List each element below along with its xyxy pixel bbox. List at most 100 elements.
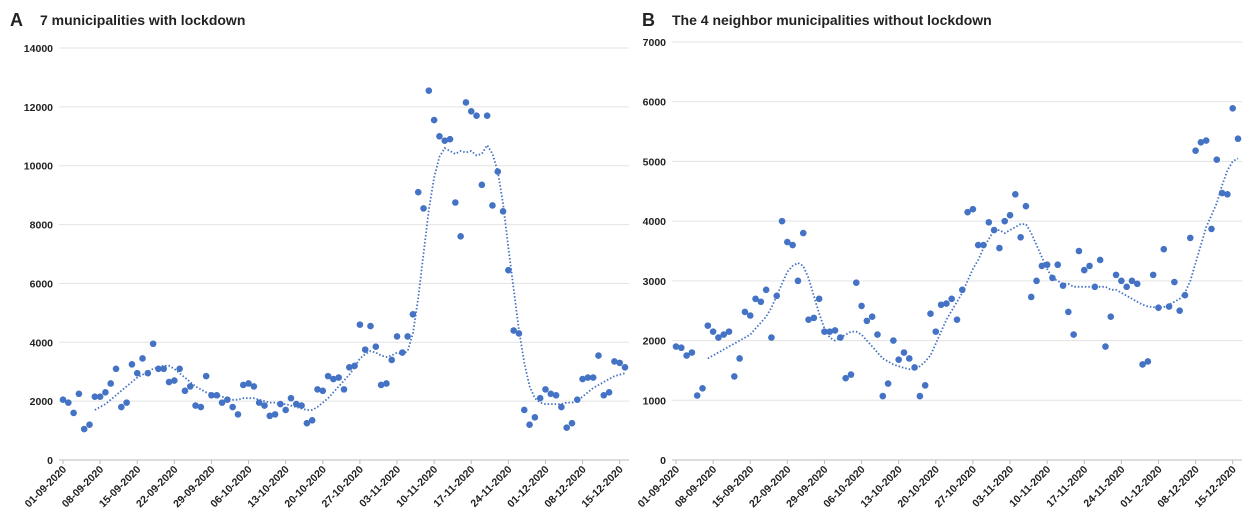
data-point [1213, 156, 1221, 163]
data-point [367, 322, 374, 330]
chart-title: 7 municipalities with lockdown [40, 12, 245, 28]
data-point [520, 406, 528, 414]
data-point [547, 390, 555, 398]
data-point [890, 337, 897, 344]
data-point [1070, 331, 1077, 338]
data-point [441, 137, 449, 144]
data-point [1102, 343, 1109, 350]
data-point [621, 364, 629, 371]
data-point [589, 374, 597, 381]
data-point [762, 286, 770, 294]
data-point [805, 316, 812, 323]
y-tick-label: 12000 [24, 102, 53, 114]
data-point [1123, 283, 1130, 291]
data-point [483, 112, 491, 119]
data-point [505, 266, 512, 274]
data-point [197, 403, 205, 411]
data-point [473, 112, 480, 119]
data-point [144, 369, 152, 377]
data-point [330, 375, 337, 383]
data-point [510, 327, 517, 334]
data-point [584, 374, 592, 381]
data-point [1208, 225, 1215, 233]
data-point [943, 300, 950, 307]
data-point [436, 132, 443, 140]
y-tick-label: 1000 [643, 395, 667, 407]
data-point [1149, 271, 1157, 279]
y-tick-label: 14000 [24, 43, 53, 55]
data-point [96, 393, 104, 401]
data-point [731, 373, 738, 380]
data-point [757, 298, 765, 306]
data-point [112, 365, 120, 373]
data-point [895, 356, 902, 363]
data-point [462, 99, 470, 106]
data-point [741, 308, 749, 316]
data-point [879, 392, 887, 400]
y-tick-label: 6000 [30, 278, 54, 290]
data-point [319, 387, 327, 395]
data-point [1075, 247, 1083, 255]
data-point [964, 208, 971, 216]
data-point [536, 394, 544, 402]
data-point [1192, 147, 1199, 154]
data-point [1171, 278, 1178, 286]
data-point [123, 399, 130, 406]
data-point [261, 402, 268, 409]
data-point [102, 389, 109, 396]
data-point [1234, 135, 1242, 143]
data-point [118, 403, 125, 411]
data-point [1224, 190, 1231, 198]
data-point [1229, 104, 1236, 112]
data-point [1128, 277, 1136, 285]
data-point [234, 411, 242, 418]
data-point [239, 381, 247, 389]
data-point [1086, 262, 1093, 270]
data-point [542, 386, 549, 393]
data-point [155, 365, 162, 373]
data-point [678, 344, 685, 352]
data-point [985, 219, 993, 226]
y-tick-label: 0 [660, 455, 666, 467]
data-point [874, 331, 881, 338]
data-point [308, 416, 316, 424]
data-point [815, 295, 823, 303]
data-point [605, 389, 613, 396]
data-point [149, 340, 157, 348]
data-point [478, 181, 486, 189]
data-point [176, 365, 183, 373]
data-point [927, 310, 934, 318]
data-point [1107, 313, 1115, 320]
data-point [1202, 137, 1210, 144]
data-point [314, 386, 321, 393]
data-point [383, 380, 390, 387]
data-point [563, 424, 570, 431]
data-point [842, 374, 849, 382]
data-point [181, 387, 189, 395]
y-tick-label: 0 [47, 455, 53, 467]
y-tick-label: 8000 [30, 220, 54, 232]
data-point [1022, 202, 1030, 210]
data-point [531, 414, 539, 421]
data-point [1001, 217, 1009, 225]
data-point [192, 402, 199, 409]
data-point [1155, 304, 1162, 312]
data-point [773, 292, 781, 300]
data-point [1176, 307, 1183, 315]
data-point [250, 383, 258, 390]
data-point [457, 233, 464, 240]
data-point [1054, 261, 1062, 269]
data-point [80, 425, 88, 433]
trend-line [707, 157, 1239, 371]
data-point [1197, 139, 1205, 146]
data-point [229, 403, 236, 411]
data-point [611, 358, 618, 365]
data-point [303, 419, 311, 427]
data-point [133, 369, 141, 377]
data-point [186, 383, 194, 390]
data-point [91, 393, 99, 401]
data-point [1038, 262, 1046, 270]
y-tick-label: 2000 [30, 396, 54, 408]
data-point [900, 349, 908, 356]
